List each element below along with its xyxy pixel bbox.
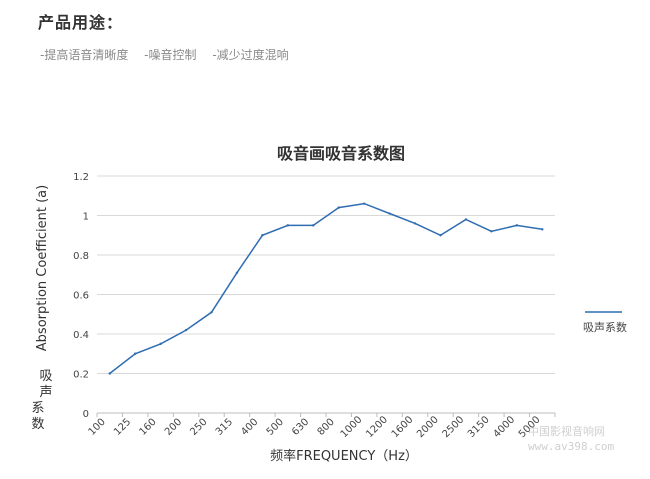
data-point	[362, 202, 366, 205]
data-point	[133, 352, 137, 355]
feature-item: -提高语音清晰度	[40, 48, 129, 62]
y-tick-label: 1	[83, 212, 89, 223]
y-tick-label: 1.2	[73, 172, 89, 183]
data-point	[541, 228, 544, 231]
y-tick-label: 0.2	[73, 370, 89, 381]
x-tick-label: 125	[112, 417, 133, 438]
x-tick-label: 3150	[466, 414, 492, 440]
legend-label: 吸声系数	[583, 320, 627, 334]
data-point	[235, 271, 239, 274]
x-tick-label: 1600	[390, 414, 416, 440]
x-tick-label: 500	[265, 417, 286, 438]
data-point	[210, 311, 213, 314]
data-point	[464, 218, 468, 221]
data-point	[261, 234, 264, 237]
x-tick-label: 800	[316, 417, 337, 438]
data-point	[515, 224, 519, 227]
data-point	[108, 372, 111, 375]
chart-title: 吸音画吸音系数图	[277, 144, 405, 163]
x-axis-label: 频率FREQUENCY（Hz）	[270, 448, 418, 464]
section-title: 产品用途：	[38, 13, 124, 32]
data-point	[159, 342, 162, 346]
y-tick-label: 0.8	[73, 251, 89, 262]
x-tick-label: 100	[87, 417, 108, 438]
x-tick-label: 630	[290, 417, 311, 438]
y-tick-label: 0.6	[73, 291, 89, 302]
data-point	[286, 224, 290, 227]
data-point	[337, 206, 340, 209]
y-tick-label: 0	[83, 409, 89, 420]
data-point	[184, 328, 188, 332]
x-tick-label: 4000	[491, 414, 517, 440]
watermark-line: www.av398.com	[528, 440, 615, 453]
feature-list: -提高语音清晰度 -噪音控制 -减少过度混响	[40, 46, 301, 63]
x-tick-label: 315	[214, 417, 235, 438]
watermark-line: 中国影视音响网	[528, 425, 605, 438]
data-point	[312, 224, 315, 227]
x-tick-label: 1000	[339, 414, 365, 440]
x-tick-label: 250	[188, 417, 209, 438]
x-tick-label: 200	[163, 417, 184, 438]
x-tick-label: 400	[239, 417, 260, 438]
x-tick-label: 160	[137, 417, 158, 438]
x-tick-label: 2000	[415, 414, 441, 440]
feature-item: -减少过度混响	[212, 48, 289, 62]
y-axis-label-cn: 吸声系数	[31, 369, 52, 432]
y-tick-label: 0.4	[73, 330, 89, 341]
data-point	[490, 230, 493, 233]
data-point	[439, 234, 442, 237]
x-tick-label: 2500	[441, 414, 467, 440]
feature-item: -噪音控制	[144, 48, 197, 62]
data-point	[388, 212, 391, 215]
x-tick-label: 1200	[364, 414, 390, 440]
data-point	[413, 222, 417, 225]
series-line	[109, 202, 543, 375]
watermark: 中国影视音响网 www.av398.com	[528, 424, 614, 454]
y-axis-label-en: Absorption Coefficient (a)	[35, 185, 50, 351]
